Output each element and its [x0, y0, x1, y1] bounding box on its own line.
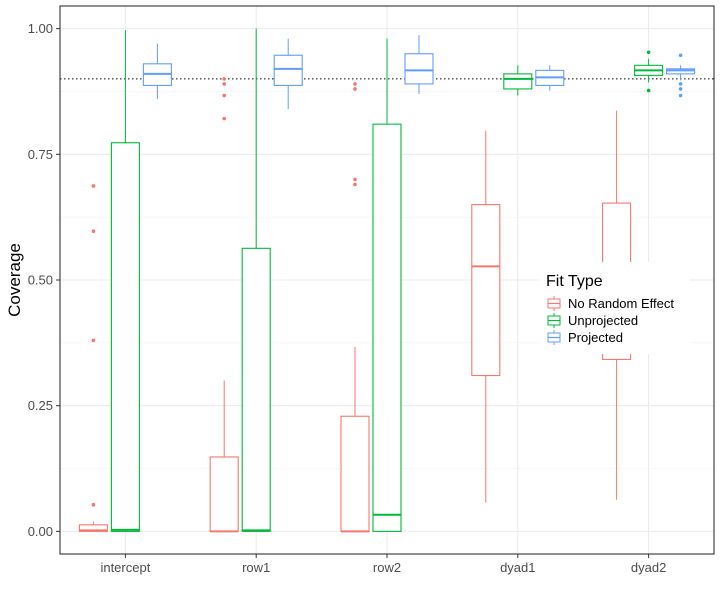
y-tick-label: 0.50 [28, 273, 53, 288]
box-body [340, 415, 370, 532]
legend-key-projected: Projected [547, 330, 623, 345]
box-intercept-projected [142, 43, 172, 100]
outlier-point [91, 184, 96, 188]
box-row1-unprojected [241, 28, 271, 532]
box-body [666, 68, 696, 75]
x-tick-label: intercept [100, 560, 150, 575]
box-row1-no-random-effect [209, 77, 239, 533]
outlier-point [222, 116, 226, 121]
outlier-point [678, 87, 683, 91]
box-body [110, 142, 140, 532]
outlier-point [353, 87, 357, 91]
legend-key-unprojected: Unprojected [547, 313, 638, 328]
box-row2-unprojected [372, 38, 402, 532]
box-body [209, 456, 239, 532]
legend-background [540, 262, 690, 354]
box-intercept-no-random-effect [78, 184, 108, 532]
outlier-point [222, 93, 226, 98]
outlier-point [91, 338, 96, 343]
box-dyad1-no-random-effect [471, 130, 501, 503]
box-dyad1-unprojected [503, 65, 533, 96]
axes: 0.00 0.25 0.50 0.75 1.00 intercept row1 row2 dya… [28, 21, 667, 575]
outlier-point [353, 82, 357, 86]
outlier-point [222, 82, 226, 86]
legend-key-no-random-effect: No Random Effect [547, 296, 674, 311]
y-tick-label: 0.25 [28, 398, 53, 413]
box-row2-no-random-effect [340, 82, 370, 533]
legend-label: Projected [568, 330, 623, 345]
box-row1-projected [273, 38, 303, 110]
outlier-point [646, 88, 651, 93]
box-body [273, 54, 303, 86]
x-tick-label: row1 [242, 560, 270, 575]
outlier-point [222, 77, 226, 81]
box-body [372, 123, 402, 532]
y-axis-title: Coverage [5, 243, 24, 317]
box-body [503, 73, 533, 90]
x-tick-label: dyad1 [500, 560, 535, 575]
x-tick-label: row2 [373, 560, 401, 575]
outlier-point [353, 182, 357, 187]
outlier-point [353, 177, 357, 182]
box-body [241, 247, 271, 532]
box-body [78, 524, 108, 532]
legend: Fit Type No Random Effect Unprojected Proj… [540, 262, 690, 354]
y-tick-label: 0.75 [28, 147, 53, 162]
outlier-point [91, 502, 96, 507]
outlier-point [91, 229, 96, 234]
y-tick-label: 1.00 [28, 21, 53, 36]
y-tick-label: 0.00 [28, 524, 53, 539]
legend-label: No Random Effect [568, 296, 674, 311]
box-body [404, 53, 434, 85]
box-dyad2-unprojected [634, 50, 664, 93]
outlier-point [678, 93, 683, 98]
legend-title: Fit Type [546, 273, 603, 290]
outlier-point [646, 50, 651, 55]
box-intercept-unprojected [110, 30, 140, 532]
box-dyad1-projected [535, 65, 565, 91]
box-dyad2-projected [666, 53, 696, 98]
x-tick-label: dyad2 [631, 560, 666, 575]
box-layer [78, 28, 696, 533]
legend-label: Unprojected [568, 313, 638, 328]
box-row2-projected [404, 35, 434, 94]
box-body [471, 204, 501, 377]
outlier-point [678, 53, 683, 58]
outlier-point [678, 82, 683, 86]
